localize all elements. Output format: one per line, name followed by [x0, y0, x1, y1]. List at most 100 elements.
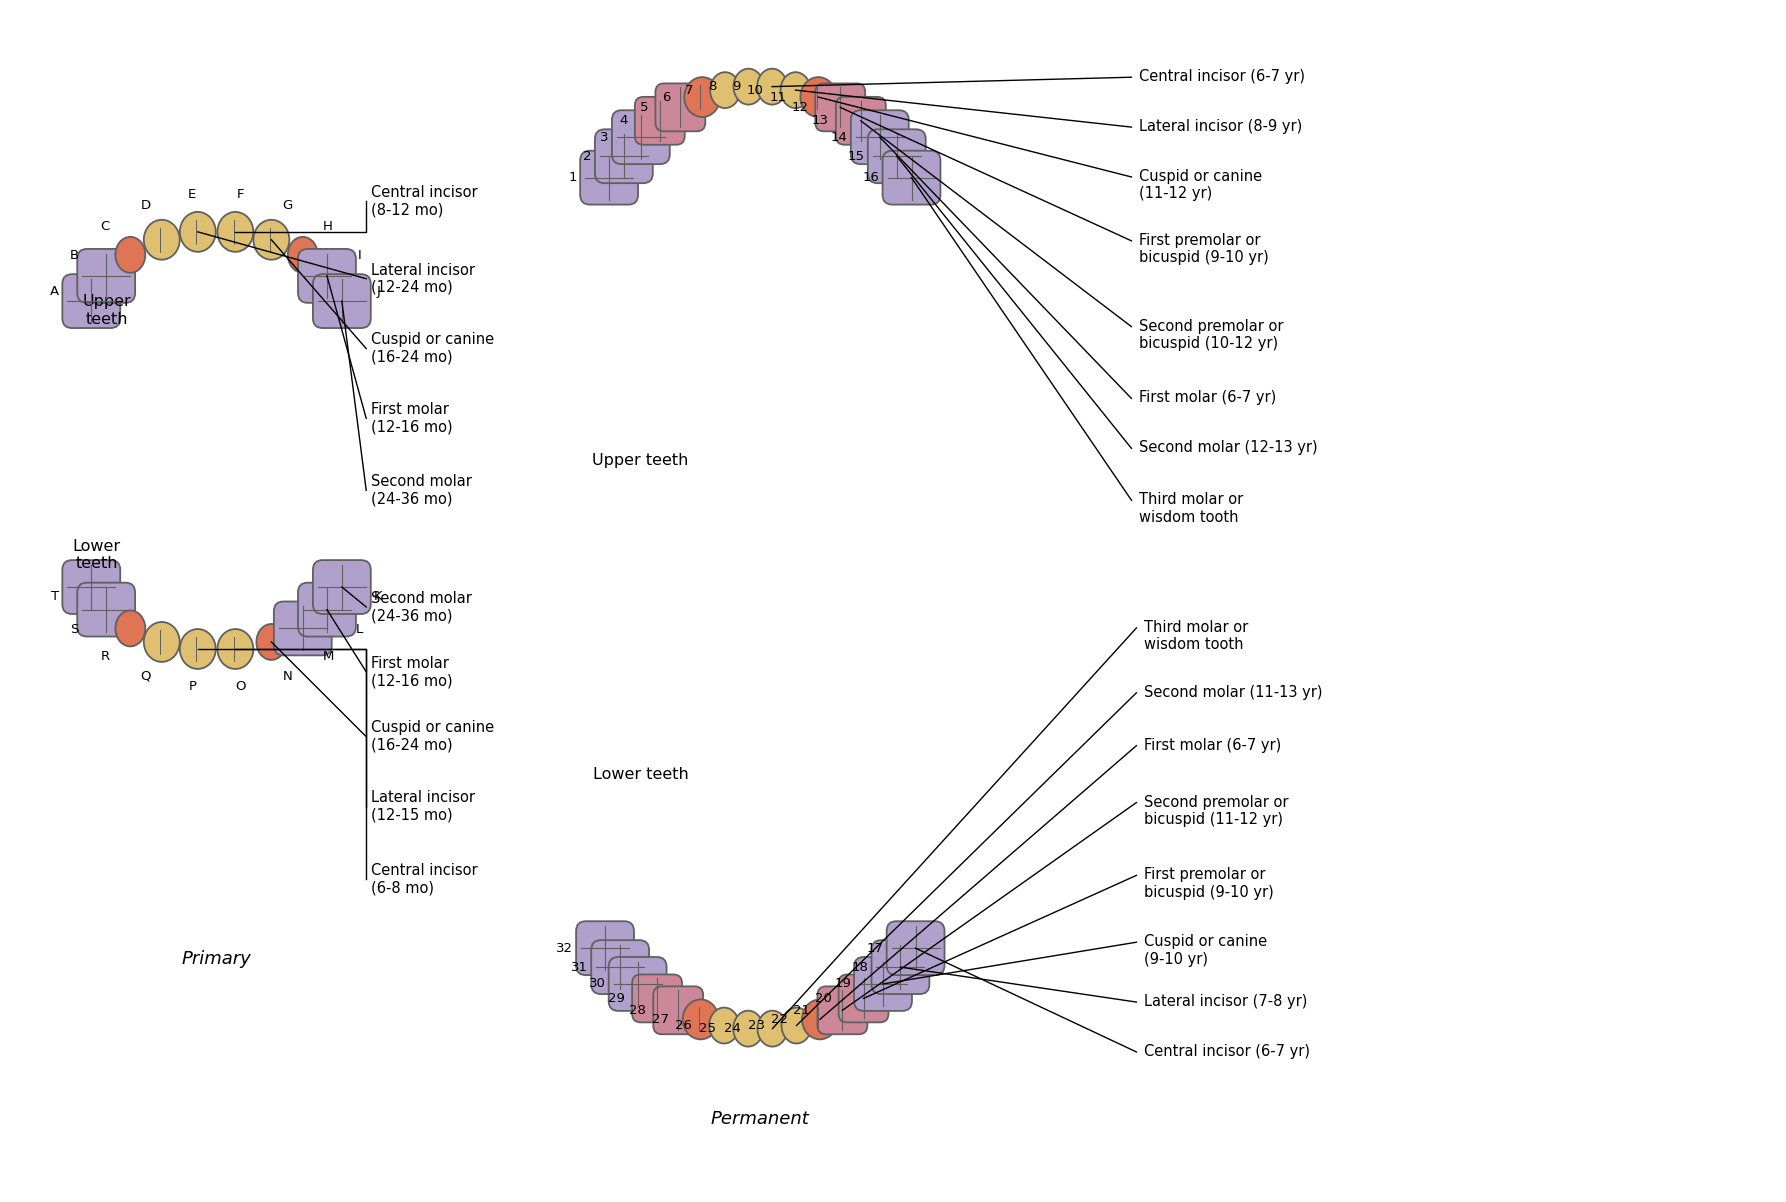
Ellipse shape: [800, 77, 836, 117]
FancyBboxPatch shape: [273, 601, 332, 655]
Text: 12: 12: [791, 101, 809, 114]
Text: E: E: [188, 188, 196, 201]
FancyBboxPatch shape: [632, 975, 682, 1023]
FancyBboxPatch shape: [313, 560, 371, 614]
Text: 7: 7: [684, 84, 693, 96]
FancyBboxPatch shape: [868, 130, 925, 183]
Ellipse shape: [734, 1011, 763, 1047]
Text: 28: 28: [629, 1004, 647, 1017]
Text: 14: 14: [830, 131, 848, 144]
Text: Second molar (11-13 yr): Second molar (11-13 yr): [1145, 685, 1323, 700]
Text: 8: 8: [709, 81, 716, 93]
Text: 13: 13: [813, 114, 829, 127]
Text: 2: 2: [584, 150, 591, 162]
Text: Lateral incisor (8-9 yr): Lateral incisor (8-9 yr): [1139, 119, 1302, 135]
FancyBboxPatch shape: [298, 249, 355, 303]
Ellipse shape: [145, 621, 180, 662]
FancyBboxPatch shape: [816, 83, 864, 131]
FancyBboxPatch shape: [77, 249, 136, 303]
FancyBboxPatch shape: [634, 97, 684, 144]
Ellipse shape: [684, 77, 720, 117]
Text: 10: 10: [747, 84, 764, 96]
Text: 15: 15: [848, 150, 864, 162]
Text: Primary: Primary: [182, 950, 252, 968]
Text: 24: 24: [723, 1022, 741, 1035]
Text: Central incisor
(8-12 mo): Central incisor (8-12 mo): [371, 185, 479, 218]
FancyBboxPatch shape: [580, 150, 638, 204]
FancyBboxPatch shape: [654, 987, 704, 1034]
Text: Third molar or
wisdom tooth: Third molar or wisdom tooth: [1139, 493, 1243, 524]
Text: Q: Q: [141, 670, 152, 683]
Text: 18: 18: [852, 960, 868, 974]
FancyBboxPatch shape: [818, 987, 868, 1034]
Ellipse shape: [116, 237, 145, 273]
Text: S: S: [70, 623, 79, 636]
Text: 31: 31: [572, 960, 588, 974]
Text: T: T: [50, 590, 59, 603]
Text: Second molar
(24-36 mo): Second molar (24-36 mo): [371, 474, 472, 506]
Text: Lateral incisor
(12-15 mo): Lateral incisor (12-15 mo): [371, 791, 475, 822]
Text: 9: 9: [732, 81, 739, 93]
Text: Upper
teeth: Upper teeth: [82, 294, 130, 327]
FancyBboxPatch shape: [655, 83, 705, 131]
FancyBboxPatch shape: [882, 150, 941, 204]
Text: 6: 6: [663, 90, 670, 103]
Text: 17: 17: [866, 941, 884, 954]
FancyBboxPatch shape: [591, 940, 648, 994]
Text: F: F: [238, 188, 245, 201]
Text: Lateral incisor
(12-24 mo): Lateral incisor (12-24 mo): [371, 262, 475, 294]
Text: 5: 5: [639, 101, 648, 114]
Text: First premolar or
bicuspid (9-10 yr): First premolar or bicuspid (9-10 yr): [1145, 868, 1273, 900]
Text: Central incisor (6-7 yr): Central incisor (6-7 yr): [1145, 1045, 1311, 1059]
Ellipse shape: [709, 1007, 739, 1043]
Text: G: G: [282, 198, 293, 212]
FancyBboxPatch shape: [872, 940, 929, 994]
Text: K: K: [373, 590, 382, 603]
Text: Second premolar or
bicuspid (10-12 yr): Second premolar or bicuspid (10-12 yr): [1139, 319, 1284, 351]
Text: Permanent: Permanent: [711, 1109, 809, 1127]
Text: Second molar (12-13 yr): Second molar (12-13 yr): [1139, 440, 1318, 456]
Text: Central incisor (6-7 yr): Central incisor (6-7 yr): [1139, 70, 1306, 84]
Text: M: M: [321, 650, 334, 664]
Text: 25: 25: [700, 1022, 716, 1035]
Text: C: C: [100, 220, 109, 233]
Ellipse shape: [180, 212, 216, 251]
FancyBboxPatch shape: [886, 921, 945, 975]
Ellipse shape: [288, 237, 318, 273]
Text: 11: 11: [770, 90, 786, 103]
Text: Central incisor
(6-8 mo): Central incisor (6-8 mo): [371, 863, 479, 895]
Text: Lower teeth: Lower teeth: [593, 767, 688, 783]
Text: Cuspid or canine
(16-24 mo): Cuspid or canine (16-24 mo): [371, 720, 495, 752]
FancyBboxPatch shape: [850, 111, 909, 165]
FancyBboxPatch shape: [836, 97, 886, 144]
Text: P: P: [188, 680, 196, 694]
Ellipse shape: [757, 1011, 788, 1047]
Ellipse shape: [254, 220, 289, 260]
FancyBboxPatch shape: [77, 583, 136, 637]
Text: 26: 26: [675, 1019, 693, 1033]
Text: R: R: [100, 650, 109, 664]
Text: 32: 32: [555, 941, 573, 954]
Text: O: O: [236, 680, 246, 694]
FancyBboxPatch shape: [63, 274, 120, 328]
Text: First molar (6-7 yr): First molar (6-7 yr): [1145, 738, 1282, 752]
Text: D: D: [141, 198, 150, 212]
FancyBboxPatch shape: [595, 130, 654, 183]
Text: First molar (6-7 yr): First molar (6-7 yr): [1139, 391, 1277, 405]
Text: 21: 21: [793, 1004, 811, 1017]
Text: 20: 20: [814, 992, 832, 1005]
Text: 3: 3: [600, 131, 609, 144]
FancyBboxPatch shape: [298, 583, 355, 637]
FancyBboxPatch shape: [313, 274, 371, 328]
Ellipse shape: [734, 69, 763, 105]
Ellipse shape: [145, 220, 180, 260]
Text: N: N: [282, 670, 293, 683]
Text: Cuspid or canine
(16-24 mo): Cuspid or canine (16-24 mo): [371, 333, 495, 364]
Text: L: L: [355, 623, 363, 636]
Text: Cuspid or canine
(11-12 yr): Cuspid or canine (11-12 yr): [1139, 169, 1263, 202]
Ellipse shape: [180, 629, 216, 670]
Ellipse shape: [782, 1007, 811, 1043]
Ellipse shape: [682, 999, 718, 1040]
Text: Cuspid or canine
(9-10 yr): Cuspid or canine (9-10 yr): [1145, 934, 1268, 966]
Text: First molar
(12-16 mo): First molar (12-16 mo): [371, 403, 454, 435]
